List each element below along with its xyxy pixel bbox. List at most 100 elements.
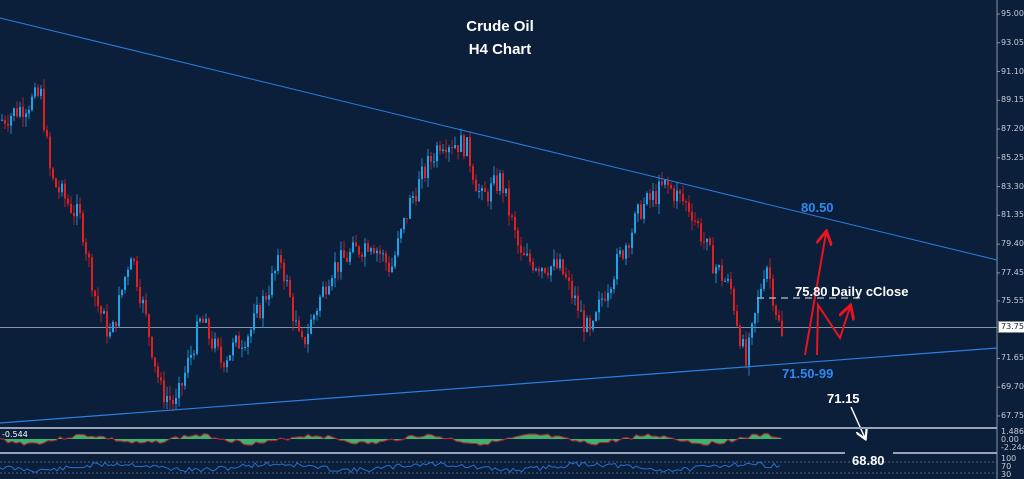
candle-body: [340, 250, 342, 272]
price-tick-label: 85.25: [1001, 152, 1024, 162]
candle-body: [553, 259, 555, 267]
candle-body: [745, 339, 747, 366]
candle-body: [640, 204, 642, 219]
candle-body: [274, 270, 276, 274]
candle-body: [220, 346, 222, 363]
candle-body: [409, 198, 411, 219]
candle-body: [127, 269, 129, 277]
candle-body: [619, 250, 621, 255]
candle-body: [322, 286, 324, 297]
candle-body: [592, 320, 594, 330]
candle-body: [37, 87, 39, 96]
candle-body: [238, 335, 240, 349]
candle-body: [202, 318, 204, 323]
price-tick-label: 81.35: [1001, 210, 1024, 220]
candle-body: [598, 299, 600, 313]
candle-body: [223, 362, 225, 368]
candle-body: [691, 211, 693, 221]
candle-body: [388, 262, 390, 272]
candle-body: [547, 272, 549, 276]
candle-body: [697, 221, 699, 224]
candle-body: [241, 347, 243, 349]
candle-body: [454, 145, 456, 149]
candle-body: [634, 213, 636, 233]
candle-body: [529, 253, 531, 262]
candle-body: [460, 135, 462, 153]
candle-body: [232, 342, 234, 356]
candle-body: [652, 191, 654, 200]
candle-body: [742, 339, 744, 347]
current-price-tag: 73.75: [998, 321, 1024, 333]
candle-body: [523, 252, 525, 256]
candle-body: [307, 333, 309, 345]
candle-body: [184, 372, 186, 386]
candle-body: [337, 262, 339, 272]
candle-body: [352, 242, 354, 253]
candle-body: [253, 313, 255, 330]
candle-body: [313, 315, 315, 320]
candle-body: [499, 173, 501, 191]
candle-body: [772, 278, 774, 306]
candle-body: [271, 273, 273, 296]
candle-body: [157, 366, 159, 378]
candle-body: [700, 223, 702, 242]
candle-body: [58, 187, 60, 193]
candle-body: [535, 268, 537, 271]
candle-body: [265, 296, 267, 300]
candle-body: [205, 318, 207, 323]
candle-body: [97, 296, 99, 307]
candle-body: [628, 245, 630, 248]
candle-body: [100, 306, 102, 314]
price-tick-label: 89.15: [1001, 95, 1024, 105]
candle-body: [694, 220, 696, 222]
price-tick-label: 79.40: [1001, 239, 1024, 249]
candle-body: [139, 286, 141, 304]
candle-body: [244, 346, 246, 348]
candle-body: [211, 338, 213, 349]
candle-body: [34, 87, 36, 97]
candle-body: [343, 250, 345, 258]
candle-body: [757, 297, 759, 314]
candle-body: [580, 310, 582, 312]
candle-body: [316, 310, 318, 316]
price-tick-label: 83.30: [1001, 181, 1024, 191]
candle-body: [400, 229, 402, 239]
candle-body: [739, 325, 741, 347]
candle-body: [655, 191, 657, 205]
candle-body: [19, 106, 21, 117]
candle-body: [283, 262, 285, 282]
candle-body: [574, 295, 576, 299]
candle-body: [229, 355, 231, 361]
ind1-value-label: -0.544: [2, 430, 28, 439]
candle-body: [469, 137, 471, 167]
candle-body: [91, 257, 93, 291]
candle-body: [544, 268, 546, 273]
candle-body: [589, 317, 591, 330]
candle-body: [145, 299, 147, 315]
candle-body: [763, 278, 765, 289]
candle-body: [88, 253, 90, 258]
candle-body: [472, 166, 474, 180]
candle-body: [721, 265, 723, 281]
candle-body: [682, 193, 684, 202]
candle-body: [412, 195, 414, 199]
price-tick-label: 69.70: [1001, 382, 1024, 392]
candle-body: [55, 178, 57, 188]
candle-body: [355, 242, 357, 247]
candle-body: [616, 254, 618, 280]
candle-body: [31, 96, 33, 110]
candle-body: [208, 318, 210, 339]
indicator2-line: [0, 461, 781, 474]
candle-body: [550, 266, 552, 276]
candle-body: [148, 314, 150, 337]
ind2-tick-70: 70: [1001, 462, 1012, 471]
candle-body: [349, 252, 351, 262]
candle-body: [133, 258, 135, 261]
candle-body: [49, 136, 51, 169]
candle-body: [775, 305, 777, 316]
candle-body: [22, 106, 24, 118]
candle-body: [13, 108, 15, 117]
candle-body: [256, 304, 258, 314]
target2-label: 68.80: [852, 453, 885, 468]
